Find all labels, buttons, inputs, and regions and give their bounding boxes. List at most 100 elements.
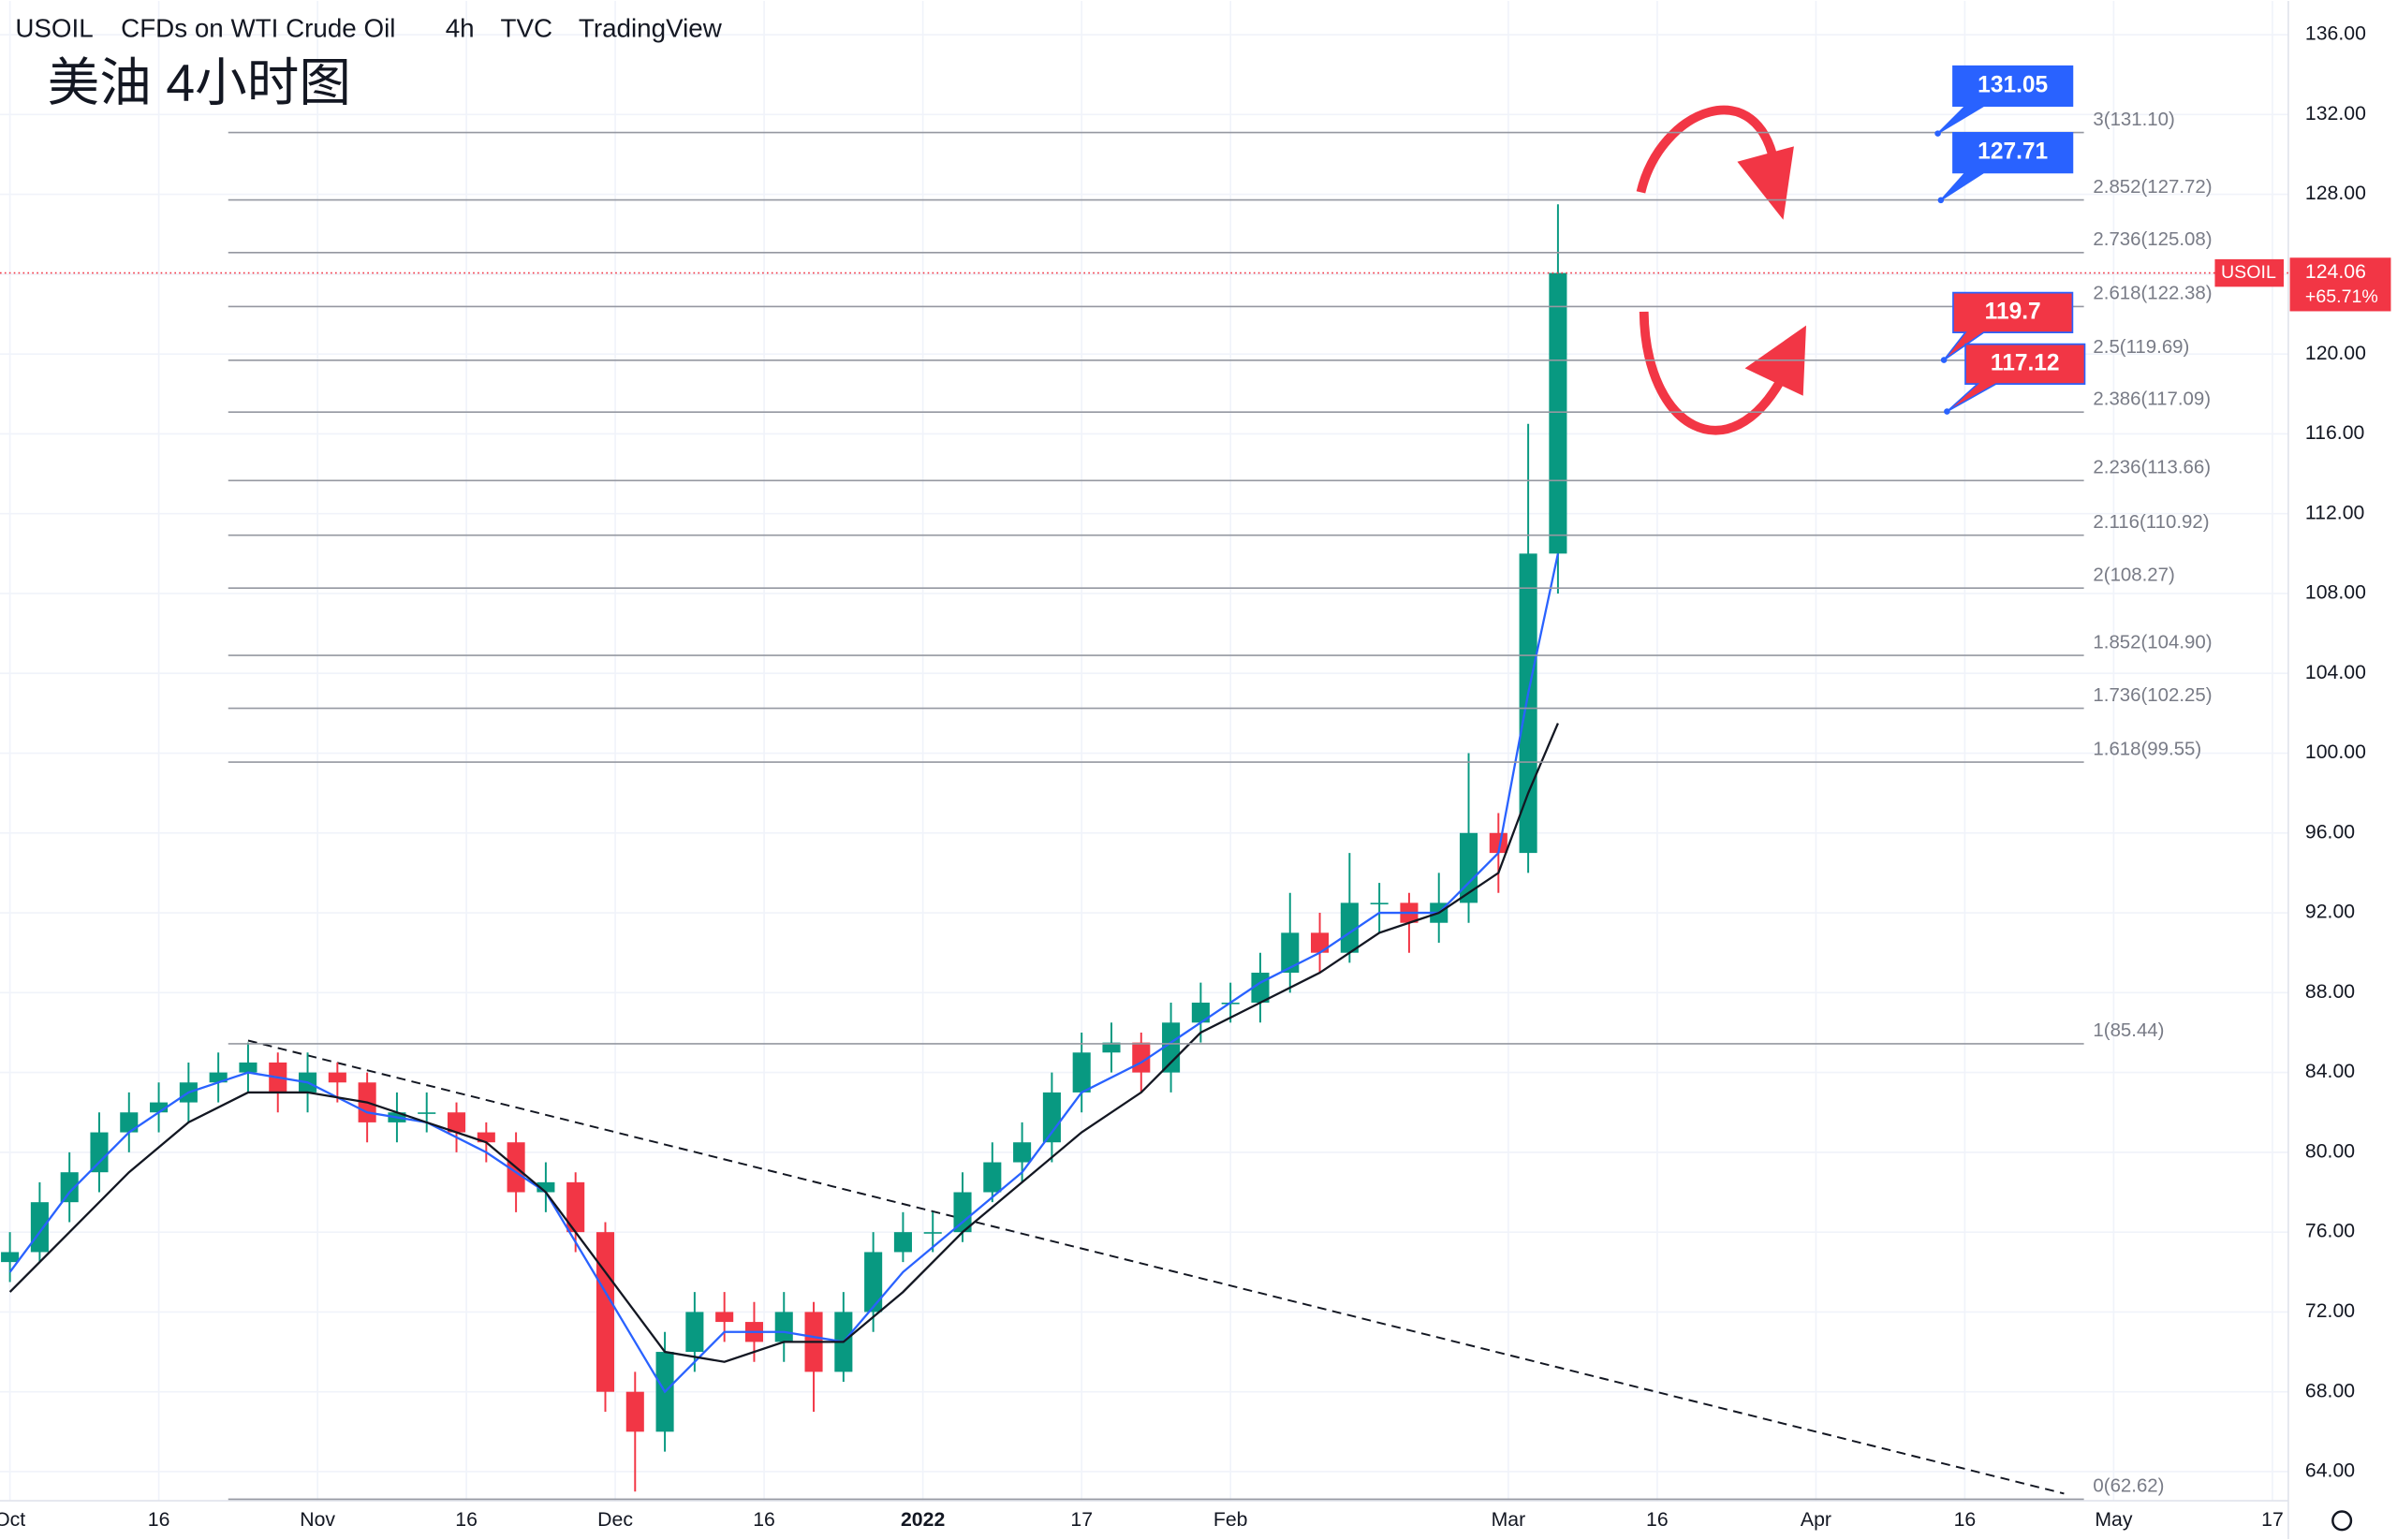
candle-body bbox=[774, 1312, 793, 1342]
x-tick-label: 16 bbox=[1954, 1508, 1977, 1531]
candle-body bbox=[596, 1232, 615, 1392]
callout-anchor bbox=[1944, 408, 1950, 415]
candle-body bbox=[625, 1391, 644, 1432]
fib-label: 2(108.27) bbox=[2093, 565, 2174, 586]
candle-body bbox=[447, 1112, 466, 1133]
price-callout-label: 131.05 bbox=[1978, 72, 2048, 97]
candle-body bbox=[477, 1132, 495, 1143]
callout-anchor bbox=[1940, 357, 1948, 363]
y-tick-label: 100.00 bbox=[2305, 741, 2366, 763]
source: TradingView bbox=[579, 13, 723, 42]
candle-body bbox=[685, 1312, 704, 1353]
x-tick-label: 16 bbox=[148, 1508, 170, 1531]
last-price: 124.06 bbox=[2305, 260, 2366, 283]
candle-body bbox=[209, 1072, 228, 1083]
y-tick-label: 116.00 bbox=[2305, 421, 2364, 444]
x-tick-label: Mar bbox=[1492, 1508, 1526, 1531]
settings-icon bbox=[2331, 1510, 2353, 1532]
candle-body bbox=[1042, 1092, 1061, 1143]
trendline bbox=[247, 1039, 2065, 1495]
y-tick-label: 88.00 bbox=[2305, 980, 2355, 1003]
callout-anchor bbox=[1937, 197, 1945, 204]
candle-body bbox=[239, 1062, 257, 1073]
candle-body bbox=[1519, 553, 1537, 854]
price-callout bbox=[1937, 65, 2074, 135]
y-tick-label: 108.00 bbox=[2305, 581, 2366, 604]
candle-body bbox=[1340, 902, 1359, 953]
plot bbox=[1, 204, 2065, 1495]
fib-label: 2.116(110.92) bbox=[2093, 512, 2209, 533]
candle-body bbox=[1072, 1052, 1091, 1093]
fib-label: 2.5(119.69) bbox=[2093, 337, 2189, 358]
x-tick-label: Oct bbox=[0, 1508, 25, 1531]
chart-title: 美油 4小时图 bbox=[48, 53, 351, 111]
candle-body bbox=[1489, 832, 1507, 854]
candle-body bbox=[1, 1252, 20, 1263]
candle-body bbox=[715, 1312, 734, 1323]
fib-label: 2.618(122.38) bbox=[2093, 284, 2212, 304]
x-tick-label: Feb bbox=[1213, 1508, 1248, 1531]
candle-body bbox=[566, 1181, 585, 1233]
y-tick-label: 64.00 bbox=[2305, 1459, 2355, 1482]
y-tick-label: 120.00 bbox=[2305, 342, 2366, 364]
price-callout bbox=[1946, 343, 2086, 413]
moving-average bbox=[8, 723, 1559, 1363]
x-tick-label: 17 bbox=[2261, 1508, 2284, 1531]
candle-body bbox=[1281, 932, 1300, 974]
x-tick-label: 2022 bbox=[901, 1508, 945, 1531]
fib-label: 2.736(125.08) bbox=[2093, 229, 2212, 250]
fib-label: 0(62.62) bbox=[2093, 1476, 2164, 1497]
y-tick-label: 80.00 bbox=[2305, 1139, 2355, 1162]
candle-body bbox=[1370, 902, 1389, 905]
symbol-tag-text: USOIL bbox=[2221, 262, 2276, 283]
description: CFDs on WTI Crude Oil bbox=[121, 13, 395, 42]
fib-label: 1.736(102.25) bbox=[2093, 685, 2212, 706]
candle-body bbox=[953, 1192, 972, 1233]
y-tick-label: 92.00 bbox=[2305, 901, 2355, 923]
candle-body bbox=[418, 1112, 436, 1114]
candle-body bbox=[1549, 272, 1567, 554]
fib-label: 2.852(127.72) bbox=[2093, 177, 2212, 198]
candle-body bbox=[150, 1102, 169, 1113]
fib-label: 1.852(104.90) bbox=[2093, 632, 2212, 653]
x-tick-label: May bbox=[2095, 1508, 2133, 1531]
y-tick-label: 104.00 bbox=[2305, 661, 2366, 683]
y-tick-label: 76.00 bbox=[2305, 1220, 2355, 1242]
candle-body bbox=[893, 1232, 912, 1253]
y-tick-label: 132.00 bbox=[2305, 102, 2366, 125]
x-tick-label: 16 bbox=[753, 1508, 775, 1531]
interval: 4h bbox=[446, 13, 475, 42]
candle-body bbox=[923, 1232, 942, 1234]
candle-body bbox=[537, 1181, 555, 1193]
arrow-down-curve bbox=[1639, 311, 1787, 435]
symbol-tag bbox=[2214, 258, 2285, 287]
y-tick-label: 96.00 bbox=[2305, 820, 2355, 843]
candle-body bbox=[90, 1132, 109, 1173]
y-tick-label: 128.00 bbox=[2305, 182, 2366, 204]
x-tick-label: Dec bbox=[597, 1508, 633, 1531]
price-callout bbox=[1943, 291, 2074, 361]
x-tick-label: Nov bbox=[300, 1508, 335, 1531]
price-callout-label: 127.71 bbox=[1978, 139, 2048, 165]
exchange: TVC bbox=[501, 13, 553, 42]
change-label: +65.71% bbox=[2305, 286, 2378, 307]
x-tick-label: 16 bbox=[1646, 1508, 1669, 1531]
y-tick-label: 84.00 bbox=[2305, 1060, 2355, 1082]
candle-body bbox=[1102, 1042, 1121, 1053]
y-tick-label: 72.00 bbox=[2305, 1299, 2355, 1322]
price-callout-label: 119.7 bbox=[1985, 299, 2041, 324]
symbol: USOIL bbox=[15, 13, 93, 42]
x-tick-label: 16 bbox=[455, 1508, 478, 1531]
fib-label: 1.618(99.55) bbox=[2093, 739, 2201, 759]
candle-body bbox=[1311, 932, 1330, 953]
fib-label: 2.386(117.09) bbox=[2093, 389, 2211, 410]
fib-label: 1(85.44) bbox=[2093, 1020, 2164, 1041]
price-tag bbox=[2289, 257, 2391, 312]
candle-body bbox=[864, 1252, 883, 1313]
candle-body bbox=[120, 1112, 139, 1133]
y-tick-label: 112.00 bbox=[2305, 501, 2364, 523]
x-tick-label: Apr bbox=[1801, 1508, 1831, 1531]
